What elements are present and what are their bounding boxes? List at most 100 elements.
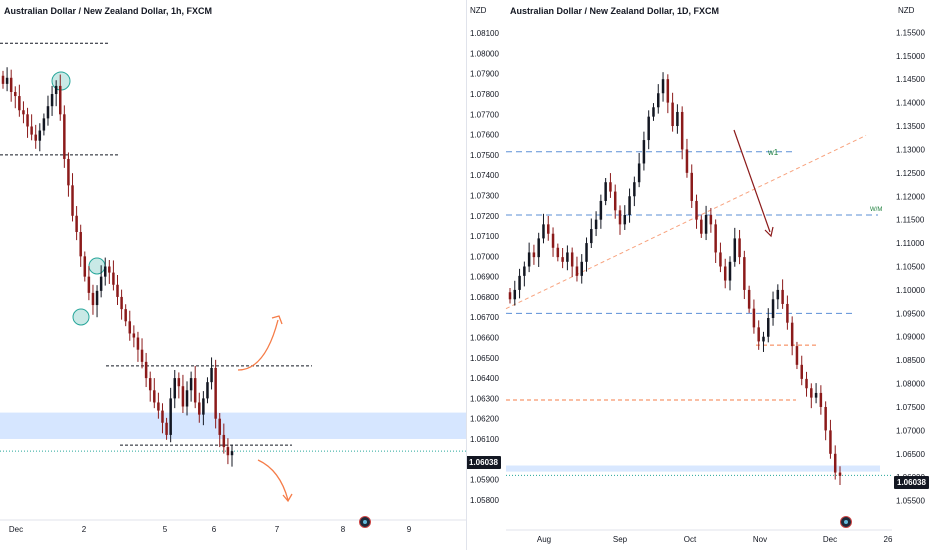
y-tick-label: 1.07400 — [470, 171, 499, 180]
pivot-circle — [88, 257, 106, 275]
candle-body — [226, 447, 230, 456]
y-tick-label: 1.05900 — [470, 476, 499, 485]
candle-body — [556, 247, 560, 258]
arrow-head-down — [282, 493, 293, 503]
candle-body — [805, 378, 808, 389]
candle-body — [22, 110, 25, 115]
candle-body — [747, 289, 751, 309]
candle-body — [609, 182, 612, 192]
candle-body — [5, 77, 9, 84]
candle-body — [633, 182, 636, 197]
candle-body — [623, 214, 627, 225]
candle-body — [99, 276, 103, 291]
candle-body — [30, 126, 33, 135]
candle-body — [181, 386, 185, 407]
candle-body — [75, 215, 78, 233]
candle-body — [214, 367, 217, 419]
chart-pane-1h: Australian Dollar / New Zealand Dollar, … — [0, 0, 501, 550]
candle-body — [18, 96, 21, 111]
y-tick-label: 1.14000 — [896, 99, 925, 108]
y-tick-label: 1.06300 — [470, 394, 499, 403]
candle-body — [570, 252, 574, 267]
y-tick-label: 1.06400 — [470, 374, 499, 383]
orange-trendline — [505, 134, 867, 310]
candle-body — [54, 85, 58, 95]
tradingview-logo-icon — [359, 516, 371, 528]
candle-body — [218, 418, 221, 435]
chart-pane-1d: Australian Dollar / New Zealand Dollar, … — [505, 0, 932, 550]
candle-body — [733, 238, 737, 262]
x-tick-label: 6 — [212, 525, 217, 534]
candle-body — [230, 451, 234, 456]
candle-body — [814, 392, 818, 398]
candle-body — [781, 289, 784, 304]
annotation-w1: w1 — [767, 148, 779, 157]
y-tick-label: 1.11000 — [896, 239, 925, 248]
support-zone — [0, 412, 466, 439]
candle-body — [757, 327, 760, 342]
candle-body — [819, 392, 823, 407]
y-tick-label: 1.07800 — [470, 90, 499, 99]
candle-body — [661, 79, 665, 94]
candle-body — [128, 321, 132, 334]
candle-body — [210, 367, 213, 383]
candle-body — [50, 94, 54, 107]
candle-body — [222, 434, 226, 448]
candle-body — [508, 292, 512, 300]
candle-body — [177, 378, 181, 387]
y-tick-label: 1.09000 — [896, 333, 925, 342]
candle-body — [132, 333, 136, 338]
candle-body — [671, 102, 674, 127]
y-tick-label: 1.07000 — [470, 252, 499, 261]
candle-body — [79, 232, 82, 257]
candle-body — [714, 224, 717, 253]
projection-arrow-down — [257, 459, 289, 501]
candle-body — [148, 378, 152, 391]
candle-body — [685, 149, 689, 173]
candle-body — [700, 219, 703, 234]
y-tick-label: 1.05800 — [470, 496, 499, 505]
candle-body — [743, 257, 746, 290]
y-tick-label: 1.07600 — [470, 131, 499, 140]
x-tick-label: 9 — [407, 525, 412, 534]
candle-body — [833, 453, 837, 473]
candle-body — [580, 261, 583, 276]
arrow-head-up — [271, 315, 283, 325]
candle-body — [189, 378, 193, 391]
candle-body — [165, 422, 168, 435]
y-tick-label: 1.15500 — [896, 28, 925, 37]
candle-body — [157, 402, 160, 411]
candle-body — [537, 238, 540, 258]
candle-body — [91, 292, 95, 306]
x-tick-label: 2 — [82, 525, 87, 534]
candle-body — [666, 79, 670, 103]
candle-body — [767, 318, 770, 337]
y-tick-label: 1.08000 — [470, 49, 499, 58]
candle-body — [719, 252, 722, 267]
chart-canvas-1h[interactable]: 1.08100 1.08000 1.07900 1.07800 1.07700 1.076… — [0, 0, 499, 550]
candle-body — [728, 261, 732, 281]
y-tick-label: 1.07000 — [896, 426, 925, 435]
candle-body — [116, 284, 119, 297]
candle-body — [513, 289, 517, 300]
candle-body — [642, 140, 646, 164]
candle-body — [790, 322, 794, 347]
pane-divider[interactable] — [466, 0, 467, 550]
candle-body — [124, 309, 127, 322]
trend-arrow-head — [764, 226, 774, 238]
y-tick-label: 1.07500 — [896, 403, 925, 412]
y-tick-label: 1.08500 — [896, 356, 925, 365]
candle-body — [59, 85, 62, 115]
y-tick-label: 1.12500 — [896, 169, 925, 178]
candle-body — [647, 116, 650, 141]
candle-body — [26, 114, 29, 127]
y-tick-label: 1.06500 — [896, 450, 925, 459]
y-tick-label: 1.07700 — [470, 110, 499, 119]
candle-body — [594, 219, 598, 230]
price-badge-1d: 1.06038 — [894, 476, 929, 489]
candle-body — [103, 266, 107, 277]
y-tick-label: 1.12000 — [896, 192, 925, 201]
y-tick-label: 1.06500 — [470, 354, 499, 363]
candle-body — [193, 378, 197, 403]
chart-canvas-1d[interactable]: 1.15500 1.15000 1.14500 1.14000 1.13500 1.130… — [505, 0, 932, 550]
